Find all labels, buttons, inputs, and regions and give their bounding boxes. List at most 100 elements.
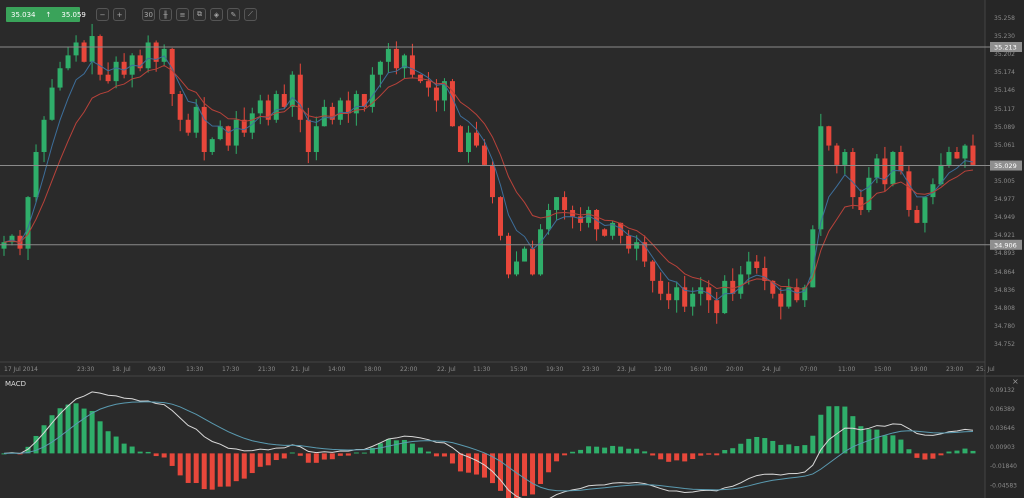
macd-histogram-bar — [866, 429, 872, 454]
candle — [233, 111, 239, 154]
zoom-out-button[interactable]: − — [96, 8, 109, 21]
candle — [217, 120, 223, 141]
time-tick-label: 15:30 — [510, 366, 527, 373]
macd-histogram-bar — [353, 452, 359, 454]
macd-histogram-bar — [714, 453, 720, 456]
candle-body — [297, 74, 303, 120]
macd-histogram-bar — [538, 453, 544, 484]
candle-body — [361, 94, 367, 107]
candle-body — [794, 287, 800, 301]
macd-histogram-bar — [690, 453, 696, 460]
price-tick-label: 34.893 — [994, 250, 1015, 257]
candle — [209, 137, 215, 155]
quote-widget[interactable]: 35.034 ↑ 35.059 — [6, 7, 86, 22]
candle — [794, 278, 800, 303]
level-tag-label: 35.029 — [994, 162, 1017, 170]
macd-histogram-bar — [473, 453, 479, 475]
candle — [193, 99, 199, 138]
candle — [842, 149, 848, 175]
edit-button[interactable]: ✎ — [227, 8, 240, 21]
objects-button[interactable]: ◈ — [210, 8, 223, 21]
candle — [650, 259, 656, 293]
candle-body — [401, 55, 407, 69]
candle-body — [329, 106, 335, 120]
candle-body — [417, 74, 423, 82]
candle — [554, 196, 560, 220]
candle — [377, 60, 383, 88]
macd-histogram-bar — [137, 451, 143, 454]
candle-body — [618, 222, 624, 236]
candle-body — [682, 287, 688, 307]
candle-body — [313, 126, 319, 153]
macd-histogram-bar — [81, 408, 87, 454]
time-tick-label: 23. Jul — [617, 366, 636, 373]
macd-histogram-bar — [209, 453, 215, 490]
time-tick-label: 11:30 — [473, 366, 490, 373]
candle-body — [898, 152, 904, 172]
macd-histogram-bar — [522, 453, 528, 496]
candle-body — [922, 197, 928, 223]
candle — [465, 125, 471, 163]
candle-body — [778, 293, 784, 307]
zoom-in-button[interactable]: + — [113, 8, 126, 21]
candle — [610, 220, 616, 240]
level-tag — [990, 160, 1022, 171]
candle — [882, 146, 888, 192]
close-macd-icon[interactable]: × — [1012, 377, 1019, 386]
macd-histogram-bar — [546, 453, 552, 473]
macd-histogram-bar — [682, 453, 688, 462]
snapshot-button[interactable]: ⧉ — [193, 8, 206, 21]
macd-histogram-bar — [954, 450, 960, 454]
candle-body — [498, 197, 504, 236]
macd-histogram-bar — [850, 416, 856, 454]
candle-body — [121, 61, 127, 75]
candle-body — [538, 229, 544, 275]
macd-histogram-bar — [842, 406, 848, 454]
candle-body — [377, 61, 383, 75]
candle — [457, 125, 463, 153]
chart-type-button[interactable]: ╫ — [159, 8, 172, 21]
macd-histogram-bar — [506, 453, 512, 498]
price-tick-label: 35.005 — [994, 178, 1015, 185]
candle-body — [113, 61, 119, 82]
macd-histogram-bar — [305, 453, 311, 463]
macd-histogram-bar — [113, 436, 119, 454]
time-tick-label: 20:00 — [726, 366, 743, 373]
macd-histogram-bar — [650, 453, 656, 456]
macd-histogram-bar — [89, 410, 95, 454]
candle-body — [522, 248, 528, 262]
macd-histogram-bar — [498, 453, 504, 491]
draw-button[interactable]: ⟋ — [244, 8, 257, 21]
candle — [249, 107, 255, 140]
candle-body — [153, 42, 159, 62]
candle-body — [578, 216, 584, 223]
candle-body — [433, 87, 439, 101]
candle-body — [225, 126, 231, 146]
candle — [145, 35, 151, 73]
candle-body — [9, 235, 15, 243]
candle — [265, 94, 271, 126]
candle-body — [674, 287, 680, 301]
candle — [393, 41, 399, 75]
macd-histogram-bar — [361, 452, 367, 454]
zoom-in-icon: + — [116, 10, 123, 19]
macd-histogram-bar — [185, 453, 191, 483]
candle — [618, 222, 624, 244]
candle-body — [161, 48, 167, 62]
candle-body — [874, 158, 880, 178]
time-tick-label: 21:30 — [258, 366, 275, 373]
macd-histogram-bar — [145, 451, 151, 454]
candle — [305, 107, 311, 164]
macd-histogram-bar — [530, 453, 536, 495]
candle-body — [185, 119, 191, 133]
indicators-button[interactable]: ≡ — [176, 8, 189, 21]
timeframe-button[interactable]: 30 — [142, 8, 155, 21]
candle — [746, 251, 752, 285]
time-tick-label: 19:30 — [546, 366, 563, 373]
time-tick-label: 16:00 — [690, 366, 707, 373]
macd-histogram-bar — [610, 445, 616, 454]
candle-body — [97, 36, 103, 75]
macd-histogram-bar — [746, 438, 752, 454]
